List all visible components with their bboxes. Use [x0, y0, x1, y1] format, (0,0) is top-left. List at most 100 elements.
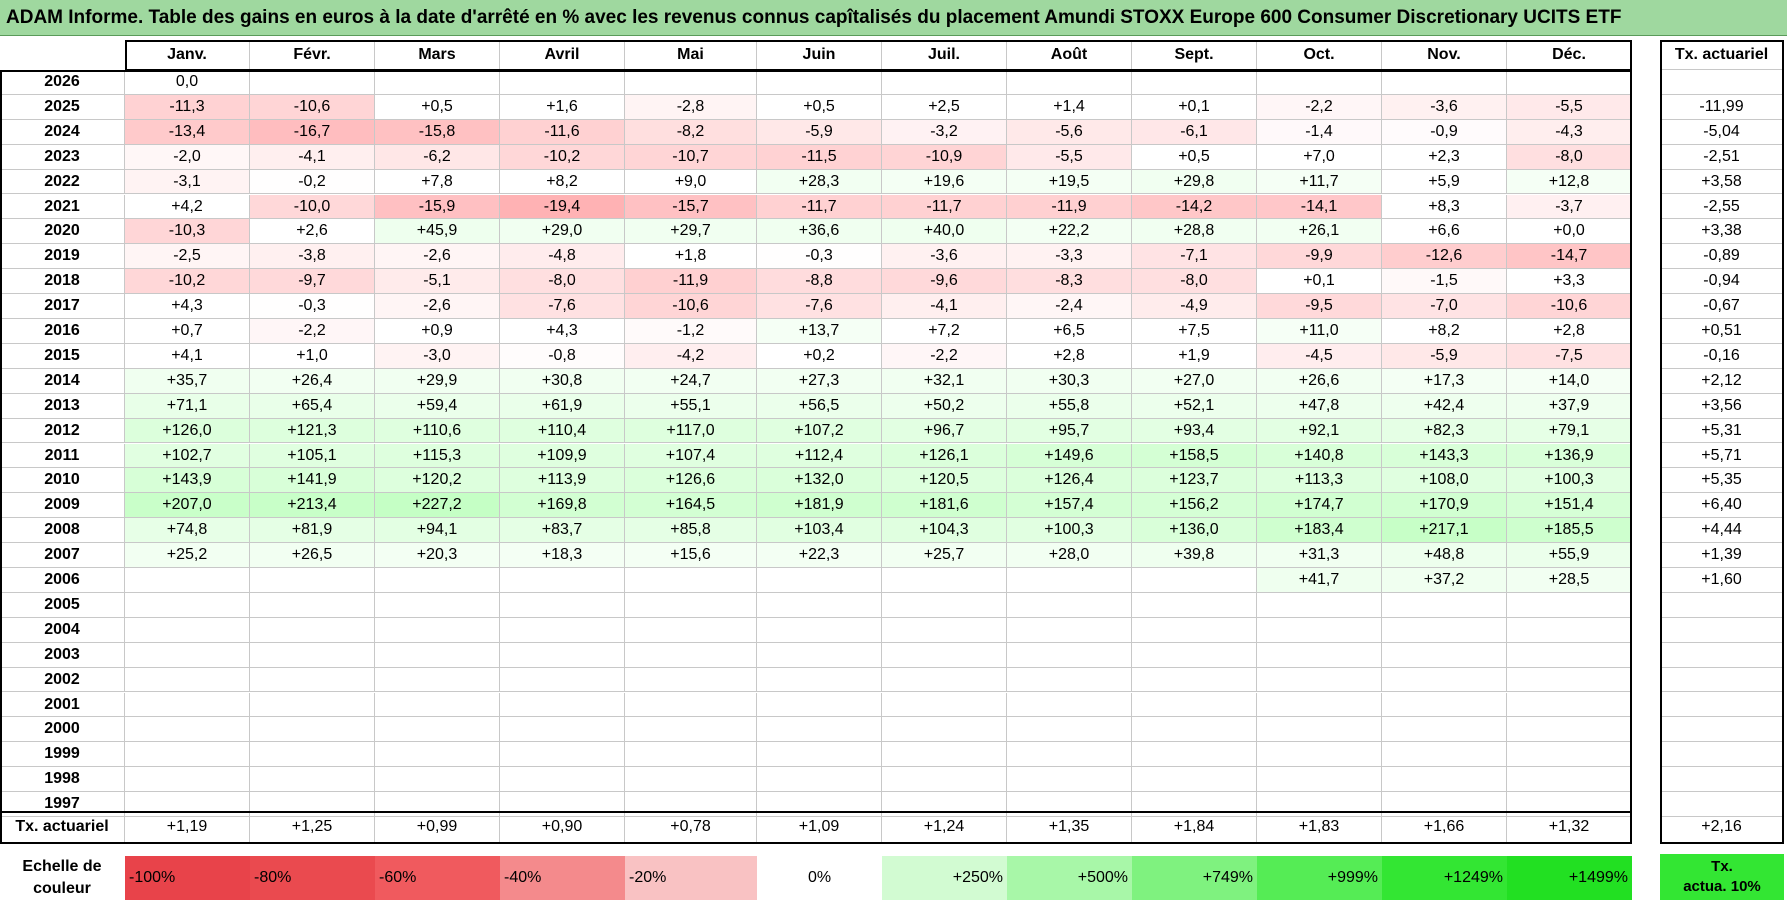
value-cell: [1382, 692, 1507, 718]
value-cell: -3,0: [375, 343, 500, 369]
value-cell: +39,8: [1132, 543, 1257, 568]
value-cell: +185,5: [1507, 518, 1632, 544]
value-cell: +0,1: [1132, 94, 1257, 120]
value-cell: -6,1: [1132, 119, 1257, 145]
year-cell: 2004: [0, 617, 125, 643]
value-cell: -5,1: [375, 269, 500, 295]
tx-cell: [1660, 592, 1784, 618]
year-cell: 2026: [0, 70, 125, 95]
value-cell: [1257, 70, 1382, 95]
value-cell: [1007, 568, 1132, 593]
value-cell: +30,3: [1007, 368, 1132, 394]
value-cell: +0,5: [1132, 144, 1257, 170]
year-cell: 2001: [0, 692, 125, 718]
month-header: Avril: [500, 40, 625, 70]
value-cell: [882, 692, 1007, 718]
value-cell: [375, 742, 500, 768]
value-cell: [500, 617, 625, 643]
value-cell: +37,9: [1507, 393, 1632, 419]
month-header: Mai: [625, 40, 757, 70]
value-cell: [125, 617, 250, 643]
tx-cell: -0,16: [1660, 343, 1784, 369]
value-cell: +36,6: [757, 219, 882, 245]
value-cell: +55,8: [1007, 393, 1132, 419]
value-cell: +7,2: [882, 319, 1007, 344]
value-cell: +29,8: [1132, 169, 1257, 195]
value-cell: +41,7: [1257, 568, 1382, 593]
value-cell: -2,6: [375, 244, 500, 270]
value-cell: -0,2: [250, 169, 375, 195]
footer-value: +0,90: [500, 811, 625, 843]
value-cell: +132,0: [757, 468, 882, 494]
value-cell: -10,2: [125, 269, 250, 295]
color-scale-swatch: -60%: [375, 856, 500, 900]
year-cell: 2024: [0, 119, 125, 145]
value-cell: [1257, 717, 1382, 743]
color-scale-swatch: -40%: [500, 856, 625, 900]
color-scale-swatch: 0%: [757, 856, 882, 900]
value-cell: [250, 70, 375, 95]
tx-cell: +4,44: [1660, 518, 1784, 544]
value-cell: -3,6: [1382, 94, 1507, 120]
value-cell: -10,6: [250, 94, 375, 120]
tx-cell: -2,55: [1660, 194, 1784, 220]
value-cell: [1507, 642, 1632, 668]
color-scale-tx: Tx. actua. 10%: [1660, 854, 1784, 900]
value-cell: [375, 717, 500, 743]
value-cell: -3,1: [125, 169, 250, 195]
color-scale-label-line2: couleur: [33, 880, 91, 897]
value-cell: [1507, 767, 1632, 793]
tx-cell: [1660, 742, 1784, 768]
tx-cell: [1660, 717, 1784, 743]
value-cell: +4,2: [125, 194, 250, 220]
value-cell: -9,7: [250, 269, 375, 295]
value-cell: +7,0: [1257, 144, 1382, 170]
value-cell: [1507, 717, 1632, 743]
tx-cell: [1660, 642, 1784, 668]
value-cell: [1507, 617, 1632, 643]
value-cell: [1382, 617, 1507, 643]
value-cell: [757, 767, 882, 793]
value-cell: -10,9: [882, 144, 1007, 170]
value-cell: -5,5: [1507, 94, 1632, 120]
value-cell: [1132, 692, 1257, 718]
value-cell: [375, 692, 500, 718]
value-cell: -12,6: [1382, 244, 1507, 270]
tx-cell: +2,12: [1660, 368, 1784, 394]
value-cell: +12,8: [1507, 169, 1632, 195]
value-cell: [757, 642, 882, 668]
value-cell: +8,2: [1382, 319, 1507, 344]
value-cell: -5,9: [1382, 343, 1507, 369]
value-cell: +11,7: [1257, 169, 1382, 195]
value-cell: +1,0: [250, 343, 375, 369]
value-cell: -3,2: [882, 119, 1007, 145]
value-cell: [1257, 642, 1382, 668]
value-cell: -2,8: [625, 94, 757, 120]
color-scale-swatch: +999%: [1257, 856, 1382, 900]
value-cell: [250, 592, 375, 618]
value-cell: +27,3: [757, 368, 882, 394]
value-cell: [500, 667, 625, 693]
tx-cell: +6,40: [1660, 493, 1784, 519]
value-cell: +47,8: [1257, 393, 1382, 419]
color-scale-swatch: -80%: [250, 856, 375, 900]
page-title: ADAM Informe. Table des gains en euros à…: [0, 0, 1787, 36]
value-cell: +113,3: [1257, 468, 1382, 494]
value-cell: [1132, 667, 1257, 693]
value-cell: [250, 642, 375, 668]
year-cell: 1998: [0, 767, 125, 793]
value-cell: [1507, 742, 1632, 768]
color-scale-label: Echelle de couleur: [0, 852, 124, 902]
value-cell: [882, 70, 1007, 95]
value-cell: [375, 667, 500, 693]
year-cell: 2007: [0, 543, 125, 568]
value-cell: -10,6: [625, 294, 757, 319]
month-header: Nov.: [1382, 40, 1507, 70]
value-cell: +170,9: [1382, 493, 1507, 519]
footer-value: +1,09: [757, 811, 882, 843]
value-cell: +113,9: [500, 468, 625, 494]
value-cell: -11,3: [125, 94, 250, 120]
value-cell: +6,5: [1007, 319, 1132, 344]
value-cell: +15,6: [625, 543, 757, 568]
month-header: Août: [1007, 40, 1132, 70]
